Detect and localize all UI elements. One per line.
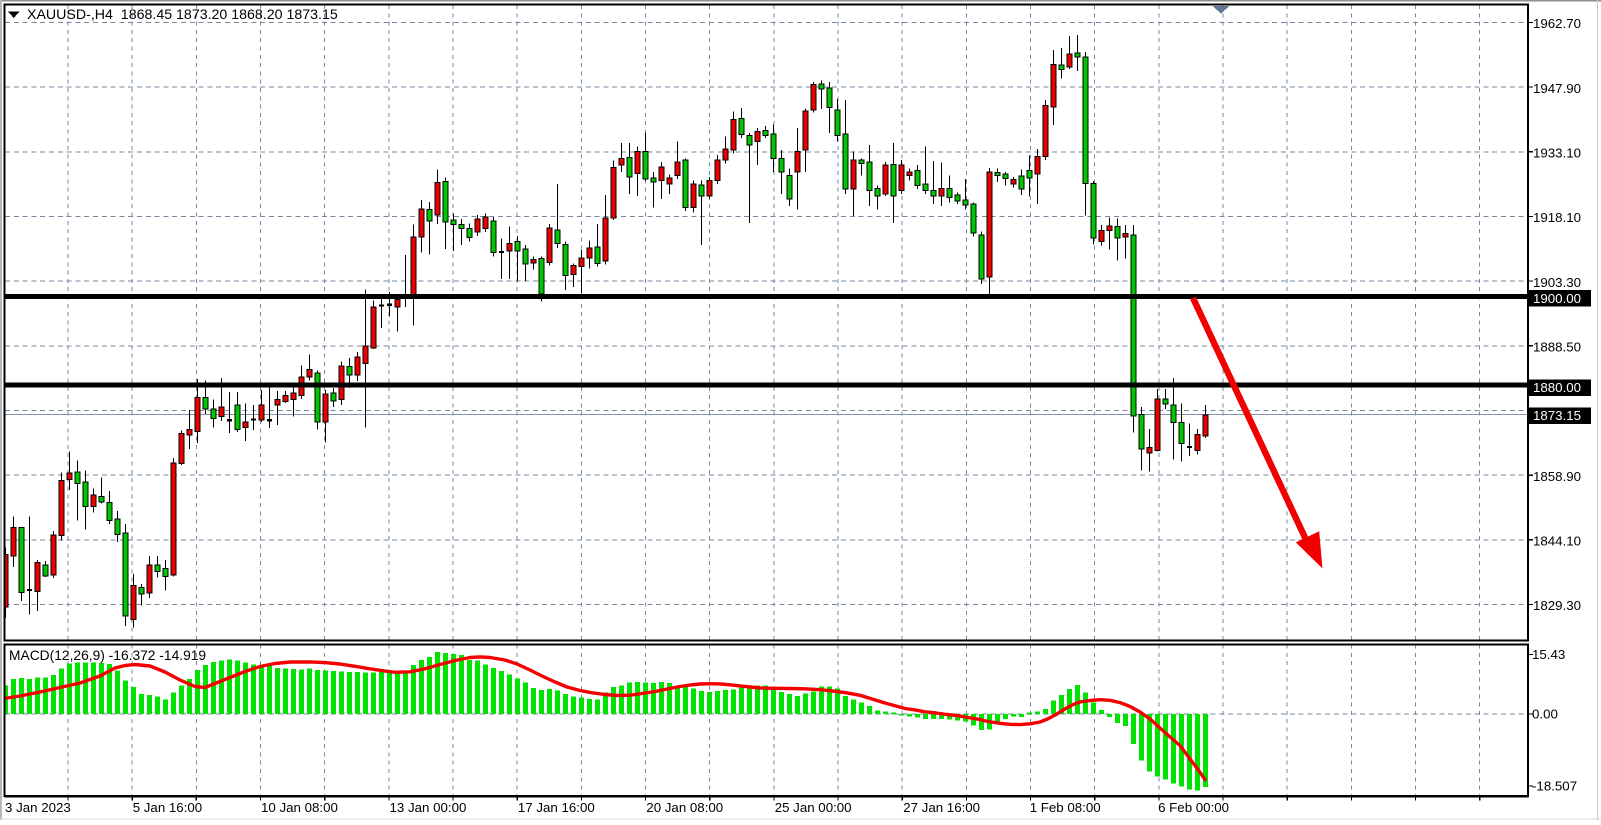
svg-text:10 Jan 08:00: 10 Jan 08:00	[261, 800, 338, 815]
svg-text:5 Jan 16:00: 5 Jan 16:00	[133, 800, 203, 815]
svg-text:1858.90: 1858.90	[1533, 469, 1581, 484]
svg-text:MACD(12,26,9) -16.372 -14.919: MACD(12,26,9) -16.372 -14.919	[9, 648, 206, 663]
svg-text:27 Jan 16:00: 27 Jan 16:00	[903, 800, 980, 815]
svg-text:1844.10: 1844.10	[1533, 534, 1581, 549]
svg-text:3 Jan 2023: 3 Jan 2023	[5, 800, 71, 815]
svg-text:1829.30: 1829.30	[1533, 598, 1581, 613]
svg-text:1962.70: 1962.70	[1533, 16, 1581, 31]
svg-text:1903.30: 1903.30	[1533, 275, 1581, 290]
svg-text:15.43: 15.43	[1532, 647, 1565, 662]
svg-text:13 Jan 00:00: 13 Jan 00:00	[390, 800, 467, 815]
svg-text:1888.50: 1888.50	[1533, 340, 1581, 355]
svg-text:-18.507: -18.507	[1532, 779, 1577, 794]
svg-text:1 Feb 08:00: 1 Feb 08:00	[1030, 800, 1101, 815]
svg-text:1880.00: 1880.00	[1533, 380, 1581, 395]
svg-text:6 Feb 00:00: 6 Feb 00:00	[1158, 800, 1229, 815]
svg-text:17 Jan 16:00: 17 Jan 16:00	[518, 800, 595, 815]
svg-text:20 Jan 08:00: 20 Jan 08:00	[646, 800, 723, 815]
svg-text:XAUUSD-,H4 1868.45 1873.20 18: XAUUSD-,H4 1868.45 1873.20 1868.20 1873.…	[27, 7, 338, 23]
svg-text:0.00: 0.00	[1532, 707, 1558, 722]
svg-text:1933.10: 1933.10	[1533, 146, 1581, 161]
svg-text:1900.00: 1900.00	[1533, 291, 1581, 306]
svg-text:25 Jan 00:00: 25 Jan 00:00	[775, 800, 852, 815]
svg-text:1873.15: 1873.15	[1533, 408, 1581, 423]
svg-text:1918.10: 1918.10	[1533, 210, 1581, 225]
svg-text:1947.90: 1947.90	[1533, 81, 1581, 96]
